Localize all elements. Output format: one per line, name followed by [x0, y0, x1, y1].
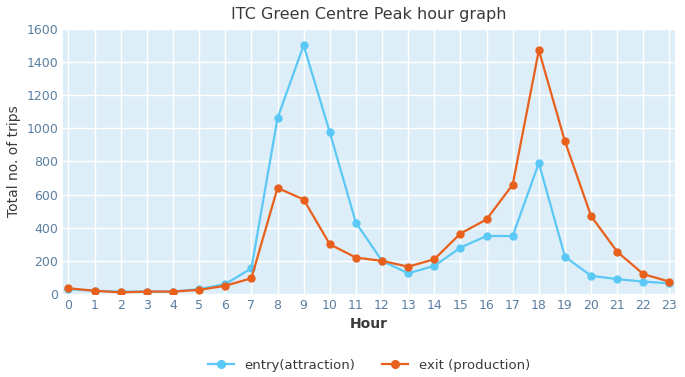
exit (production) [665, 279, 673, 284]
entry(attraction) [430, 264, 438, 268]
X-axis label: Hour: Hour [350, 317, 388, 331]
entry(attraction) [482, 234, 490, 238]
exit (production) [613, 250, 621, 254]
exit (production) [404, 264, 412, 269]
exit (production) [273, 185, 282, 190]
entry(attraction) [613, 277, 621, 281]
exit (production) [142, 289, 151, 294]
entry(attraction) [378, 259, 386, 263]
exit (production) [169, 289, 177, 294]
entry(attraction) [639, 279, 647, 284]
exit (production) [587, 214, 595, 218]
entry(attraction) [352, 221, 360, 225]
entry(attraction) [299, 43, 308, 48]
Legend: entry(attraction), exit (production): entry(attraction), exit (production) [203, 354, 536, 377]
exit (production) [456, 231, 464, 236]
entry(attraction) [404, 271, 412, 276]
entry(attraction) [535, 161, 543, 165]
exit (production) [247, 276, 256, 280]
exit (production) [639, 272, 647, 276]
entry(attraction) [195, 287, 203, 291]
exit (production) [508, 182, 516, 187]
entry(attraction) [116, 289, 125, 294]
entry(attraction) [64, 287, 73, 291]
entry(attraction) [508, 234, 516, 238]
exit (production) [299, 197, 308, 202]
entry(attraction) [456, 245, 464, 250]
Y-axis label: Total no. of trips: Total no. of trips [7, 106, 21, 217]
entry(attraction) [221, 282, 229, 287]
entry(attraction) [587, 274, 595, 278]
exit (production) [561, 139, 569, 144]
exit (production) [64, 286, 73, 291]
entry(attraction) [142, 289, 151, 294]
entry(attraction) [665, 281, 673, 285]
exit (production) [482, 217, 490, 222]
exit (production) [535, 48, 543, 52]
entry(attraction) [169, 289, 177, 294]
exit (production) [378, 259, 386, 263]
Title: ITC Green Centre Peak hour graph: ITC Green Centre Peak hour graph [232, 7, 507, 22]
Line: exit (production): exit (production) [65, 47, 673, 296]
entry(attraction) [325, 130, 334, 135]
entry(attraction) [561, 254, 569, 259]
entry(attraction) [90, 288, 99, 293]
exit (production) [325, 242, 334, 247]
exit (production) [352, 255, 360, 260]
entry(attraction) [247, 266, 256, 271]
exit (production) [116, 290, 125, 295]
exit (production) [90, 288, 99, 293]
Line: entry(attraction): entry(attraction) [65, 42, 673, 295]
exit (production) [195, 288, 203, 292]
exit (production) [221, 284, 229, 288]
entry(attraction) [273, 116, 282, 121]
exit (production) [430, 257, 438, 262]
